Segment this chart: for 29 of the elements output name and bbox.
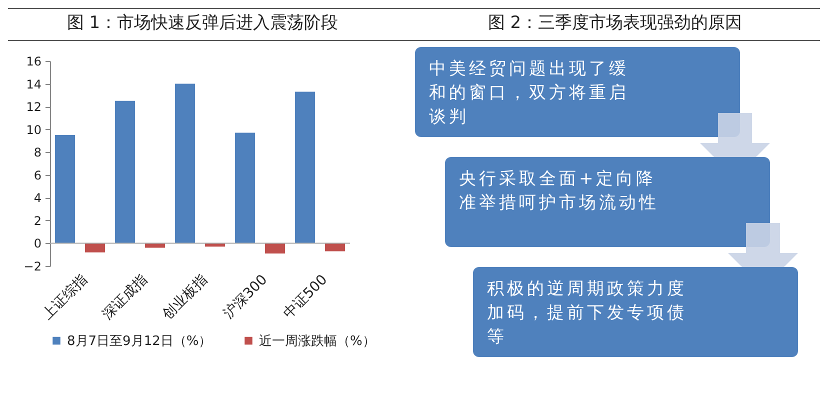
text-box: 中美经贸问题出现了缓和的窗口，双方将重启谈判 [415,47,740,137]
x-tick-label: 上证综指 [40,272,91,323]
x-tick-label: 深证成指 [100,272,151,323]
bar [175,84,195,244]
y-tick-label: 16 [26,54,42,68]
y-tick-label: 10 [26,122,42,137]
y-tick-label: 8 [34,146,42,160]
bar [115,100,135,244]
bar [265,243,285,254]
x-tick-label: 创业板指 [160,272,211,323]
legend-label: 近一周涨跌幅（%） [259,334,376,349]
chart-title: 图 1：市场快速反弹后进入震荡阶段 [66,12,340,35]
y-tick-label: −2 [24,260,42,274]
y-tick-label: 12 [26,100,42,114]
y-tick-label: 4 [34,191,42,206]
bar [325,243,345,252]
bar [235,132,255,244]
text-box: 央行采取全面+定向降准举措呵护市场流动性 [445,157,770,247]
y-tick-label: 2 [34,214,42,228]
text: 图 2：三季度市场表现强劲的原因 [486,12,744,35]
text-box: 积极的逆周期政策力度加码，提前下发专项债等 [473,267,798,357]
bar [145,243,165,248]
bar [295,92,315,244]
legend-label: 8月7日至9月12日（%） [67,334,212,349]
y-tick-label: 0 [34,236,42,251]
y-tick-label: 6 [34,168,42,182]
y-tick-label: 14 [26,77,42,92]
bar [55,135,75,244]
bar [85,243,105,252]
